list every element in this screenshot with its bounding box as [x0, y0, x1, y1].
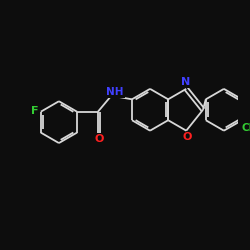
Text: Cl: Cl [241, 123, 250, 133]
Text: O: O [182, 132, 192, 142]
Text: N: N [181, 77, 190, 87]
Text: F: F [31, 106, 39, 116]
Text: NH: NH [106, 87, 124, 97]
Text: O: O [94, 134, 104, 144]
